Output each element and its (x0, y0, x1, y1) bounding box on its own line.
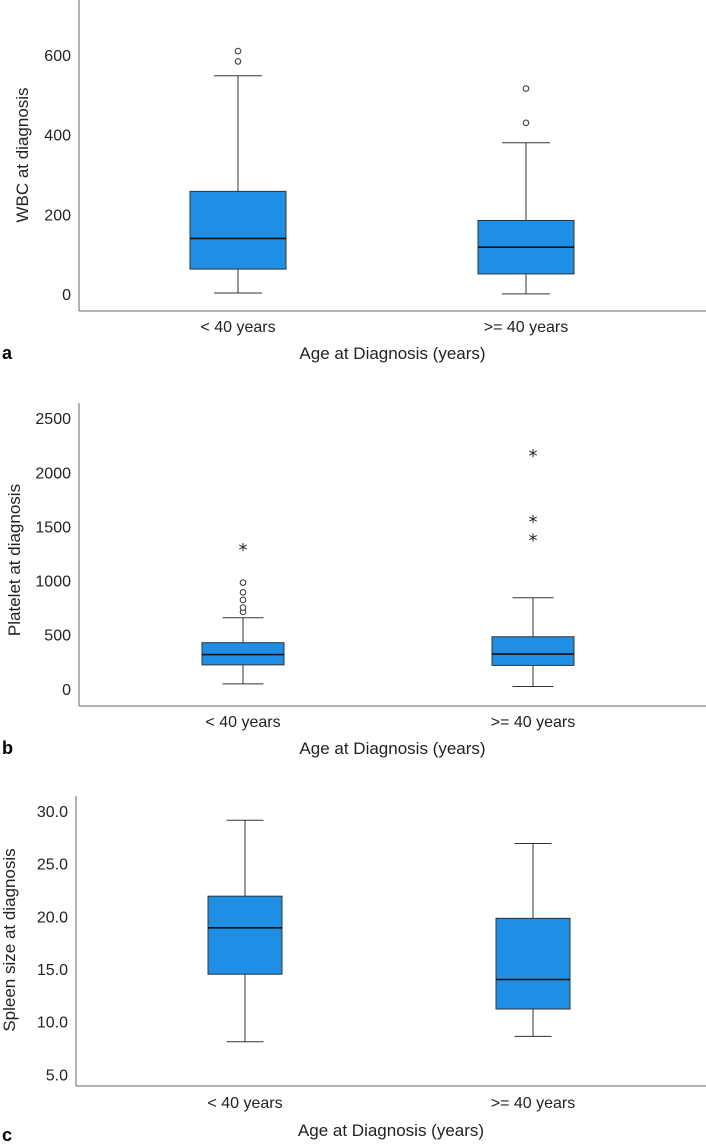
y-tick-label: 20.0 (37, 909, 68, 926)
box-iqr (495, 917, 571, 1010)
outlier-point (239, 604, 247, 611)
x-category-label: >= 40 years (484, 319, 569, 336)
extreme-point: * (529, 530, 538, 551)
box-group: * (201, 540, 285, 685)
y-tick-label: 2000 (35, 465, 71, 482)
box-group (207, 819, 283, 1043)
box-group: *** (491, 446, 575, 688)
box-iqr (189, 190, 287, 270)
panel-letter: c (2, 1125, 12, 1145)
box-iqr (491, 636, 575, 666)
outlier-point (239, 589, 247, 596)
x-category-label: >= 40 years (491, 1095, 576, 1112)
y-tick-label: 2500 (35, 411, 71, 428)
outlier-point (239, 579, 247, 586)
x-axis-title: Age at Diagnosis (years) (298, 1121, 484, 1140)
x-category-label: < 40 years (200, 319, 275, 336)
y-tick-label: 500 (44, 628, 71, 645)
box-group (477, 85, 575, 295)
y-tick-label: 1500 (35, 519, 71, 536)
x-category-label: < 40 years (205, 714, 280, 731)
y-axis-title: WBC at diagnosis (13, 87, 32, 222)
box-iqr (201, 642, 285, 666)
y-tick-label: 25.0 (37, 857, 68, 874)
panel-letter: b (2, 738, 13, 758)
box-group (189, 47, 287, 294)
chart-panel-c: 5.0 10.0 15.0 20.0 25.0 30.0 < 40 years >= 40 y… (0, 796, 706, 1145)
y-tick-label: 200 (44, 207, 71, 224)
outlier-point (239, 596, 247, 604)
y-tick-label: 400 (44, 128, 71, 145)
x-axis-title: Age at Diagnosis (years) (299, 344, 485, 363)
outlier-point (522, 119, 530, 127)
outlier-point (522, 85, 530, 92)
y-tick-label: 10.0 (37, 1015, 68, 1032)
box-iqr (207, 895, 283, 975)
panel-letter: a (2, 343, 13, 363)
chart-panel-b: 0 500 1000 1500 2000 2500 < 40 years >= 40 year… (2, 403, 706, 758)
y-tick-label: 5.0 (46, 1067, 68, 1084)
x-category-label: < 40 years (207, 1095, 282, 1112)
extreme-point: * (239, 540, 248, 561)
y-axis-title: Platelet at diagnosis (5, 484, 24, 636)
y-tick-label: 0 (62, 287, 71, 304)
y-tick-label: 600 (44, 48, 71, 65)
extreme-point: * (529, 512, 538, 533)
outlier-point (234, 47, 242, 55)
x-axis-title: Age at Diagnosis (years) (299, 739, 485, 758)
y-tick-label: 0 (62, 682, 71, 699)
box-group (495, 842, 571, 1037)
y-tick-label: 1000 (35, 574, 71, 591)
y-axis-title: Spleen size at diagnosis (0, 848, 19, 1031)
y-tick-label: 15.0 (37, 962, 68, 979)
y-tick-label: 30.0 (37, 804, 68, 821)
chart-panel-a: 0 200 400 600 < 40 years >= 40 years Age at Di… (2, 0, 706, 363)
outlier-point (234, 58, 242, 65)
x-category-label: >= 40 years (491, 714, 576, 731)
extreme-point: * (529, 446, 538, 467)
